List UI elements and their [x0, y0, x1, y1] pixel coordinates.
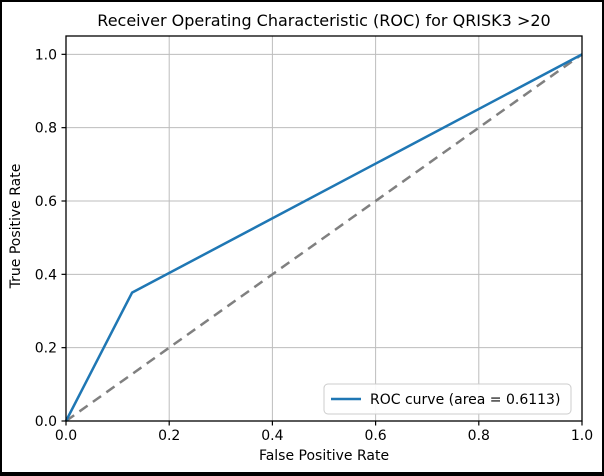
legend-label: ROC curve (area = 0.6113)	[370, 392, 560, 408]
y-tick-label: 0.4	[35, 267, 57, 283]
legend: ROC curve (area = 0.6113)	[323, 383, 572, 415]
y-tick-label: 0.2	[35, 341, 57, 357]
legend-box	[323, 383, 572, 415]
plot-series	[64, 53, 583, 423]
y-tick-label: 1.0	[35, 47, 57, 63]
x-tick-label: 0.2	[158, 428, 180, 444]
grid-lines	[65, 36, 583, 422]
y-tick-label: 0.6	[35, 194, 57, 210]
x-tick-label: 0.0	[55, 428, 77, 444]
roc-curve-line	[64, 53, 583, 422]
plot-area-border	[65, 35, 583, 422]
y-tick-label: 0.8	[35, 121, 57, 137]
x-tick-label: 0.4	[261, 428, 283, 444]
x-tick-label: 1.0	[571, 428, 593, 444]
y-axis-label: True Positive Rate	[8, 164, 24, 290]
x-tick-label: 0.8	[468, 428, 490, 444]
y-tick-label: 0.0	[35, 414, 57, 430]
chart-title: Receiver Operating Characteristic (ROC) …	[97, 11, 550, 30]
x-tick-label: 0.6	[364, 428, 386, 444]
axis-ticks: 0.0 0.2 0.4 0.6 0.8 1.0 0.0 0.2 0.4 0.6 0.8 1.0	[35, 47, 593, 444]
chance-diagonal-line	[65, 53, 583, 423]
x-axis-label: False Positive Rate	[259, 448, 389, 464]
